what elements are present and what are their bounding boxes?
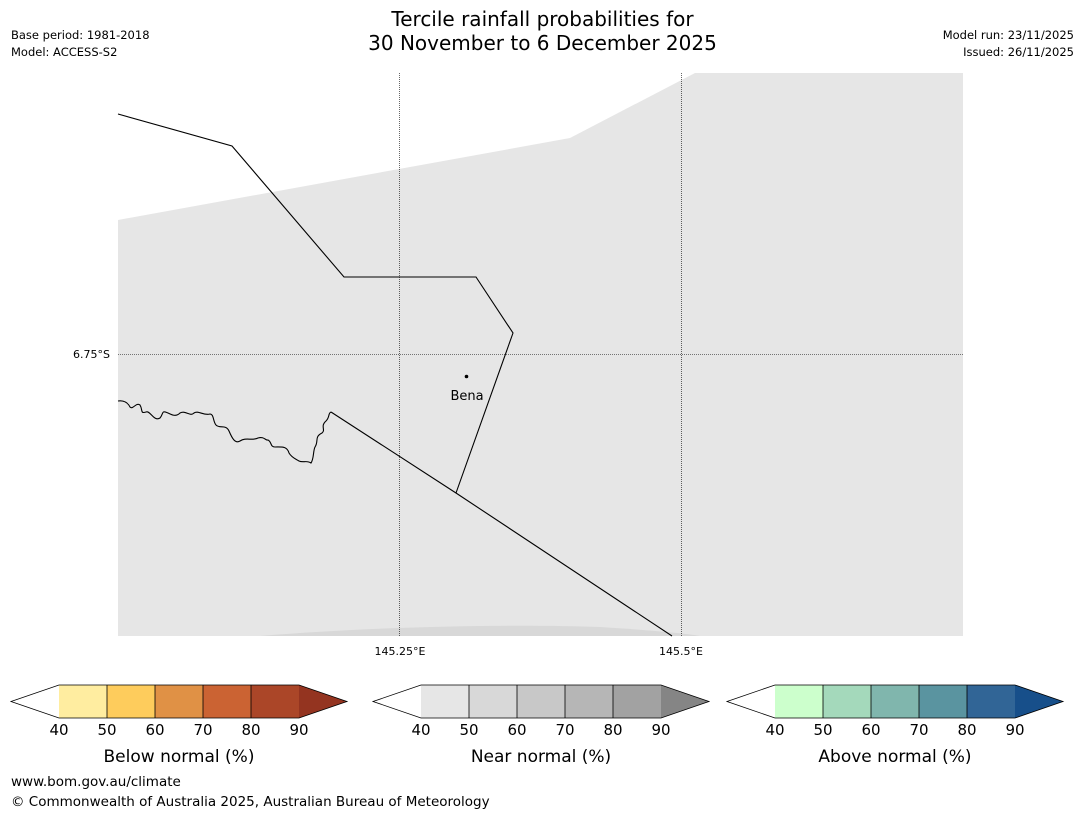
legend-tick-label: 90 — [289, 721, 308, 739]
legend-tick-label: 90 — [1005, 721, 1024, 739]
legend-segment — [469, 685, 517, 718]
legend-tick-label: 90 — [651, 721, 670, 739]
legend-segment — [967, 685, 1015, 718]
latitude-label: 6.75°S — [73, 348, 110, 361]
footer-copyright: © Commonwealth of Australia 2025, Austra… — [11, 794, 490, 810]
legend-segment — [517, 685, 565, 718]
legend-tick-label: 80 — [241, 721, 260, 739]
legend-tick-label: 50 — [813, 721, 832, 739]
legend-tick-label: 50 — [97, 721, 116, 739]
legend-segment — [823, 685, 871, 718]
legend-tick-label: 40 — [49, 721, 68, 739]
legend-title: Above normal (%) — [818, 747, 971, 767]
place-marker — [464, 374, 469, 379]
legend-below-normal: 40 50 60 70 80 90 Below normal (%) — [9, 684, 349, 767]
legend-segment — [613, 685, 661, 718]
base-period-text: Base period: 1981-2018 — [11, 28, 150, 42]
legend-tick-label: 50 — [459, 721, 478, 739]
legend-segment — [155, 685, 203, 718]
probability-field-bottom — [260, 625, 700, 636]
legend-tick-label: 60 — [861, 721, 880, 739]
legend-tick-label: 40 — [411, 721, 430, 739]
legend-tick-label: 40 — [765, 721, 784, 739]
legend-segment — [919, 685, 967, 718]
legend-extend-high — [1015, 685, 1063, 718]
legend-near-normal: 40 50 60 70 80 90 Near normal (%) — [371, 684, 711, 767]
legend-tick-label: 70 — [555, 721, 574, 739]
title-line-1: Tercile rainfall probabilities for — [391, 7, 694, 31]
legend-tick-label: 80 — [603, 721, 622, 739]
page-title: Tercile rainfall probabilities for 30 No… — [0, 7, 1085, 55]
legend-outline — [725, 684, 1065, 719]
province-boundary — [117, 113, 514, 494]
issued-text: Issued: 26/11/2025 — [963, 45, 1074, 59]
legend-extend-low — [11, 685, 59, 718]
longitude-label: 145.5°E — [659, 645, 703, 658]
legend-extend-low — [727, 685, 775, 718]
legend-tick-label: 80 — [957, 721, 976, 739]
legend-segment — [871, 685, 919, 718]
legend-segment — [107, 685, 155, 718]
header-right: Model run: 23/11/2025 Issued: 26/11/2025 — [943, 27, 1074, 61]
legend-segment — [59, 685, 107, 718]
legend-segment — [775, 685, 823, 718]
longitude-label: 145.25°E — [375, 645, 426, 658]
place-label: Bena — [450, 389, 483, 404]
legend-title: Near normal (%) — [471, 747, 611, 767]
legend-title: Below normal (%) — [104, 747, 255, 767]
province-boundary — [330, 411, 673, 637]
legend-extend-high — [661, 685, 709, 718]
legend-segment — [565, 685, 613, 718]
legend-segment — [251, 685, 299, 718]
model-text: Model: ACCESS-S2 — [11, 45, 118, 59]
title-line-2: 30 November to 6 December 2025 — [368, 31, 717, 55]
legend-tick-label: 60 — [507, 721, 526, 739]
legend-outline — [9, 684, 349, 719]
legend-extend-low — [373, 685, 421, 718]
footer-url: www.bom.gov.au/climate — [11, 774, 181, 790]
legend-tick-label: 60 — [145, 721, 164, 739]
legend-above-normal: 40 50 60 70 80 90 Above normal (%) — [725, 684, 1065, 767]
legend-extend-high — [299, 685, 347, 718]
model-run-text: Model run: 23/11/2025 — [942, 28, 1074, 42]
legend-segment — [203, 685, 251, 718]
legend-segment — [421, 685, 469, 718]
legend-outline — [371, 684, 711, 719]
legend-tick-label: 70 — [193, 721, 212, 739]
header-left: Base period: 1981-2018 Model: ACCESS-S2 — [11, 27, 150, 61]
river-line — [117, 400, 332, 464]
legend-tick-label: 70 — [909, 721, 928, 739]
